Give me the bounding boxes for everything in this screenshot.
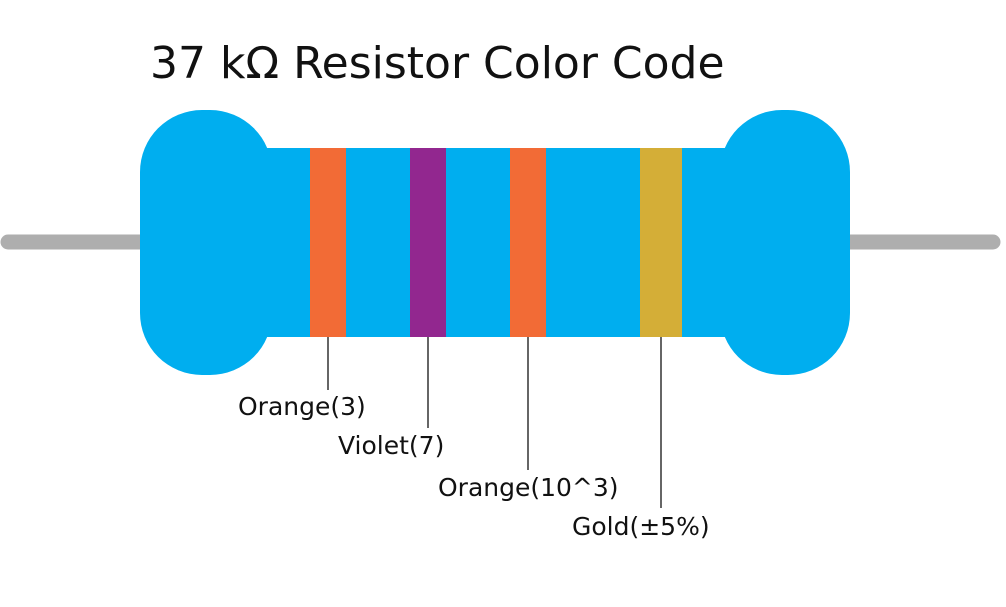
- band-1-label: Orange(3): [238, 392, 366, 421]
- band-2-label: Violet(7): [338, 431, 444, 460]
- band-2: [410, 148, 446, 337]
- band-3-label: Orange(10^3): [438, 473, 619, 502]
- diagram-title: 37 kΩ Resistor Color Code: [150, 38, 725, 89]
- resistor-body: [140, 110, 850, 375]
- body-middle: [225, 148, 785, 337]
- band-3: [510, 148, 546, 337]
- band-1: [310, 148, 346, 337]
- band-4-label: Gold(±5%): [572, 512, 710, 541]
- band-4: [640, 148, 682, 337]
